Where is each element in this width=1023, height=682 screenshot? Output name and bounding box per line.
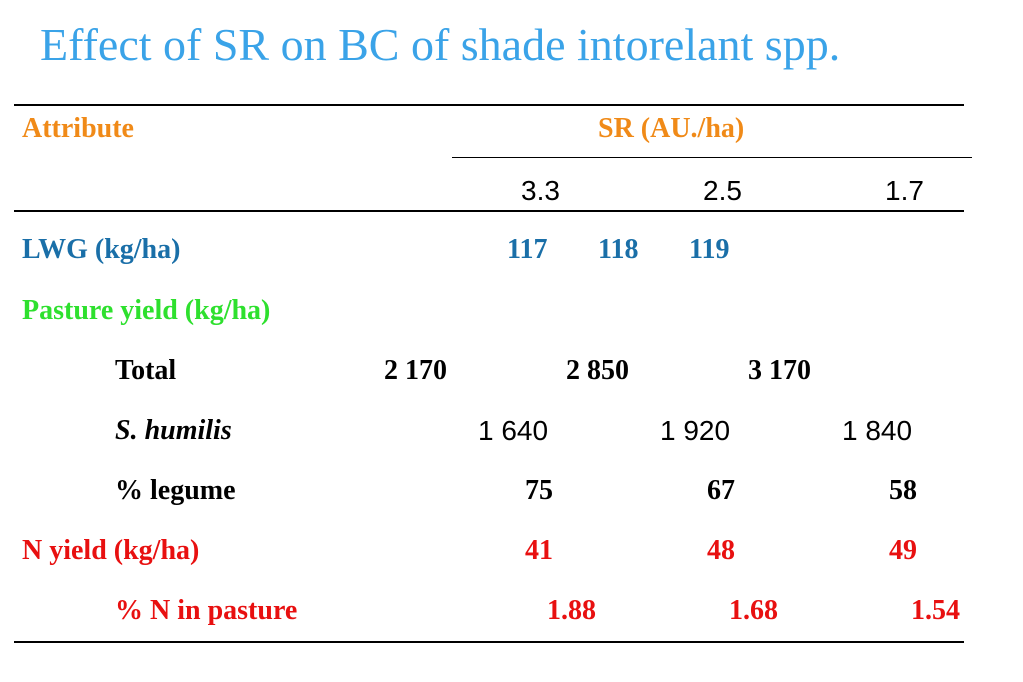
total-label: Total — [115, 355, 177, 386]
total-value-3: 3 170 — [748, 355, 811, 386]
legume-value-3: 58 — [889, 475, 917, 506]
n-pasture-value-1: 1.88 — [547, 595, 596, 626]
slide-title: Effect of SR on BC of shade intorelant s… — [40, 19, 841, 70]
n-yield-label: N yield (kg/ha) — [22, 535, 200, 566]
lwg-value-1: 117 — [507, 234, 548, 265]
sr-rate-2-5: 2.5 — [703, 175, 742, 206]
sr-subheader-rule — [452, 157, 972, 158]
s-humilis-value-3: 1 840 — [842, 415, 913, 446]
lwg-label: LWG (kg/ha) — [22, 234, 181, 265]
legume-value-2: 67 — [707, 475, 735, 506]
n-pasture-value-2: 1.68 — [729, 595, 778, 626]
table-top-rule — [14, 104, 964, 106]
s-humilis-label: S. humilis — [115, 415, 232, 446]
sr-rate-1-7: 1.7 — [885, 175, 924, 206]
legume-value-1: 75 — [525, 475, 553, 506]
n-yield-value-3: 49 — [889, 535, 917, 566]
attribute-header: Attribute — [22, 113, 134, 144]
n-pasture-value-3: 1.54 — [911, 595, 960, 626]
n-yield-value-1: 41 — [525, 535, 553, 566]
table-bottom-rule — [14, 641, 964, 643]
n-pasture-label: % N in pasture — [115, 595, 298, 626]
lwg-value-2: 118 — [598, 234, 639, 265]
lwg-value-3: 119 — [689, 234, 730, 265]
pasture-yield-label: Pasture yield (kg/ha) — [22, 295, 271, 326]
total-value-2: 2 850 — [566, 355, 629, 386]
sr-rate-3-3: 3.3 — [521, 175, 560, 206]
legume-label: % legume — [115, 475, 236, 506]
n-yield-value-2: 48 — [707, 535, 735, 566]
s-humilis-value-1: 1 640 — [478, 415, 549, 446]
header-bottom-rule — [14, 210, 964, 212]
sr-header: SR (AU./ha) — [598, 113, 745, 144]
total-value-1: 2 170 — [384, 355, 447, 386]
s-humilis-value-2: 1 920 — [660, 415, 731, 446]
